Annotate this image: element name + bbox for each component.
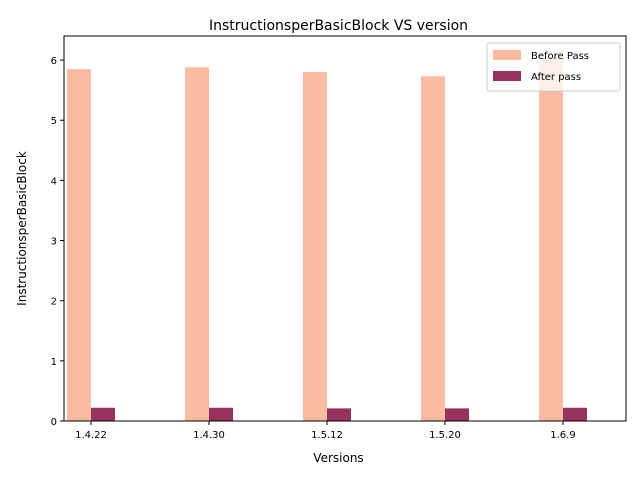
bar-after-pass-1.5.20 [445,408,469,421]
bars-layer [67,57,587,421]
y-tick-label: 2 [51,297,57,308]
y-tick-label: 5 [51,116,57,127]
y-tick-label: 0 [51,417,57,428]
legend-label: Before Pass [531,51,589,62]
y-tick-label: 3 [51,237,57,248]
bar-before-pass-1.4.30 [185,67,209,421]
bar-before-pass-1.5.20 [421,76,445,421]
bar-before-pass-1.4.22 [67,69,91,421]
bar-after-pass-1.4.30 [209,407,233,421]
legend-swatch [493,50,521,60]
bar-after-pass-1.5.12 [327,408,351,421]
legend: Before Pass After pass [486,42,621,92]
x-tick-label: 1.4.22 [75,430,107,441]
y-tick-label: 4 [51,176,57,187]
x-tick-label: 1.4.30 [193,430,225,441]
chart-title: InstructionsperBasicBlock VS version [209,18,468,34]
bar-before-pass-1.5.12 [303,72,327,421]
bar-after-pass-1.4.22 [91,407,115,421]
legend-label: After pass [531,72,581,83]
x-tick-label: 1.5.20 [429,430,461,441]
bar-after-pass-1.6.9 [563,407,587,421]
x-axis: 1.4.22 1.4.30 1.5.12 1.5.20 1.6.9 [75,421,576,441]
bar-before-pass-1.6.9 [539,57,563,421]
y-axis: 0 1 2 3 4 5 6 [51,56,64,428]
y-tick-label: 1 [51,357,57,368]
x-axis-label: Versions [313,451,363,465]
x-tick-label: 1.6.9 [550,430,575,441]
y-tick-label: 6 [51,56,57,67]
plot-frame [63,35,627,422]
legend-swatch [493,71,521,81]
x-tick-label: 1.5.12 [311,430,343,441]
y-axis-label: InstructionsperBasicBlock [15,151,29,306]
